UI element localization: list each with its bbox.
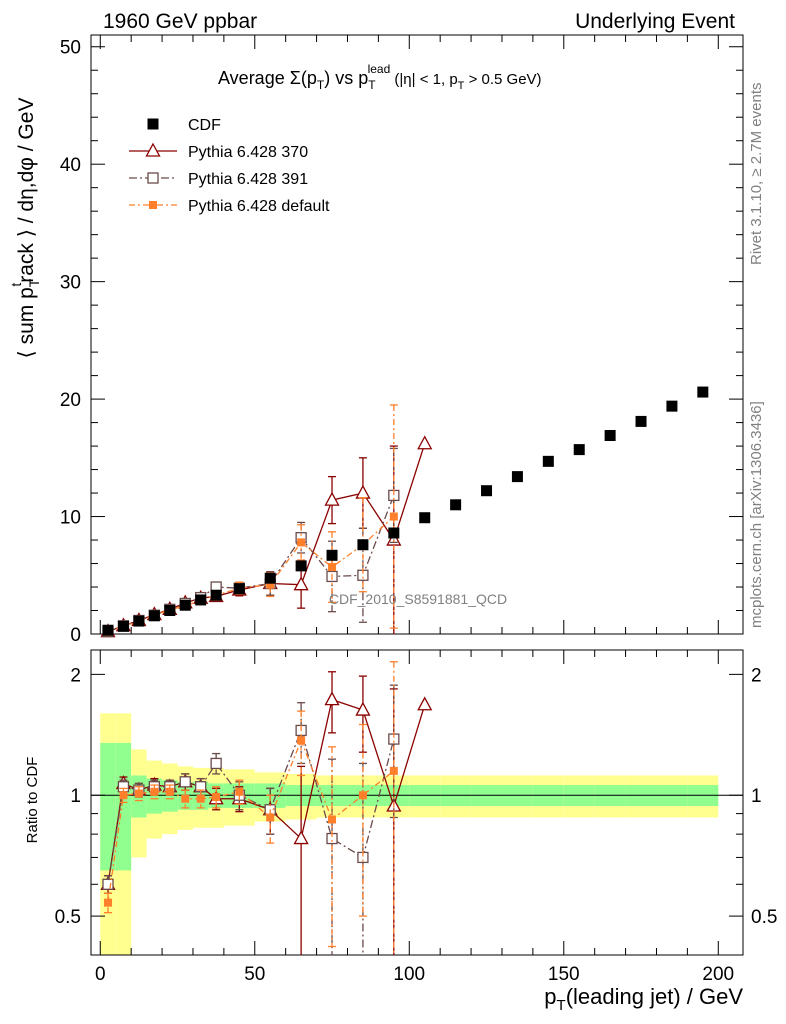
cdf-point — [210, 589, 222, 601]
ratio-tick-label: 0.5 — [55, 907, 81, 928]
x-tick-label: 0 — [95, 964, 106, 985]
cdf-point — [133, 615, 145, 627]
x-tick-label: 50 — [244, 964, 265, 985]
cdf-point — [697, 386, 709, 398]
pythia-370-point — [293, 830, 309, 845]
pythia-391-point — [210, 757, 222, 770]
y-tick-label: 30 — [60, 273, 81, 294]
cdf-point — [295, 560, 307, 572]
cdf-point — [481, 485, 493, 497]
x-axis-label: pT(leading jet) / GeV — [544, 984, 743, 1014]
pythia-default-point — [149, 201, 157, 209]
cdf-point — [573, 444, 585, 456]
rivet-info: Rivet 3.1.10, ≥ 2.7M events — [748, 83, 765, 266]
y-tick-label: 20 — [60, 390, 81, 411]
pythia-370-point — [324, 491, 340, 506]
watermark: CDF_2010_S8591881_QCD — [329, 591, 507, 607]
pythia-default-point — [297, 538, 306, 547]
pythia-default-line — [107, 516, 395, 633]
ratio-tick-label: 2 — [70, 665, 81, 686]
pythia-default-point — [134, 789, 143, 798]
pythia-370-point — [417, 435, 433, 450]
cdf-point — [264, 572, 276, 584]
cdf-point — [195, 594, 207, 606]
pythia-default-point — [297, 736, 306, 745]
cdf-point — [357, 539, 369, 551]
axis-labels: 1960 GeV ppbar Underlying Event CDF_2010… — [8, 10, 777, 1014]
cdf-point — [450, 499, 462, 511]
pythia-default-point — [358, 791, 367, 800]
cdf-point — [388, 527, 400, 539]
cdf-point — [635, 415, 647, 427]
pythia-default-point — [389, 766, 398, 775]
pythia-default-point — [181, 794, 190, 803]
cdf-point — [102, 624, 114, 636]
main-frame — [90, 34, 744, 635]
ratio-tick-label: 1 — [751, 786, 762, 807]
ratio-tick-label: 0.5 — [751, 907, 777, 928]
cdf-point — [666, 400, 678, 412]
legend-label: Pythia 6.428 default — [188, 198, 330, 215]
pythia-370-point — [355, 484, 371, 499]
ratio-tick-label: 1 — [70, 786, 81, 807]
y-tick-label: 0 — [70, 625, 81, 646]
ratio-uncertainty-bands — [100, 713, 719, 955]
header-left: 1960 GeV ppbar — [103, 10, 257, 33]
pythia-default-point — [119, 791, 128, 800]
cdf-point — [147, 118, 159, 130]
pythia-default-point — [103, 898, 112, 907]
y-tick-label: 40 — [60, 155, 81, 176]
pythia-default-point — [328, 815, 337, 824]
cdf-point — [326, 549, 338, 561]
chart-title: Average Σ(pT) vs pTlead (|η| < 1, pT > 0… — [218, 62, 542, 92]
stat-band-green — [115, 742, 132, 871]
pythia-default-point — [165, 787, 174, 796]
legend-label: Pythia 6.428 370 — [188, 144, 308, 161]
cdf-point — [148, 610, 160, 622]
pythia-370-point — [324, 691, 340, 706]
cdf-point — [604, 430, 616, 442]
ratio-frame — [90, 649, 744, 956]
cdf-point — [511, 471, 523, 483]
pythia-391-point — [102, 878, 114, 890]
cdf-point — [419, 512, 431, 524]
x-tick-label: 100 — [393, 964, 425, 985]
pythia-default-point — [328, 563, 337, 572]
pythia-370-point — [355, 701, 371, 716]
header-right: Underlying Event — [575, 10, 735, 33]
stat-band-green — [100, 742, 116, 871]
pythia-default-point — [266, 813, 275, 822]
y-tick-label: 10 — [60, 508, 81, 529]
axes-frame — [90, 34, 744, 956]
cdf-point — [233, 583, 245, 595]
cdf-point — [164, 605, 176, 617]
pythia-391-point — [179, 776, 191, 788]
legend-label: CDF — [188, 117, 221, 134]
cdf-point — [117, 620, 129, 632]
pythia-default-point — [196, 794, 205, 803]
pythia-391-point — [147, 172, 159, 184]
cdf-point — [542, 455, 554, 467]
legend-label: Pythia 6.428 391 — [188, 171, 308, 188]
ratio-tick-label: 2 — [751, 665, 762, 686]
pythia-default-point — [389, 512, 398, 521]
cdf-point — [179, 599, 191, 611]
data-marks — [100, 118, 709, 955]
pythia-370-point — [417, 696, 433, 711]
pythia-default-point — [150, 787, 159, 796]
pythia-default-point — [235, 787, 244, 796]
ratio-ylabel: Ratio to CDF — [24, 757, 41, 844]
pythia-370-point — [145, 142, 161, 157]
pythia-default-point — [266, 580, 275, 589]
mcplots-info: mcplots.cern.ch [arXiv:1306.3436] — [748, 401, 765, 628]
y-tick-label: 50 — [60, 38, 81, 59]
x-tick-label: 200 — [702, 964, 734, 985]
pythia-default-point — [212, 792, 221, 801]
pythia-370-point — [293, 576, 309, 591]
x-tick-label: 150 — [548, 964, 580, 985]
y-axis-label: ⟨ sum pTtrack ⟩ / dη,dφ / GeV — [8, 98, 42, 359]
